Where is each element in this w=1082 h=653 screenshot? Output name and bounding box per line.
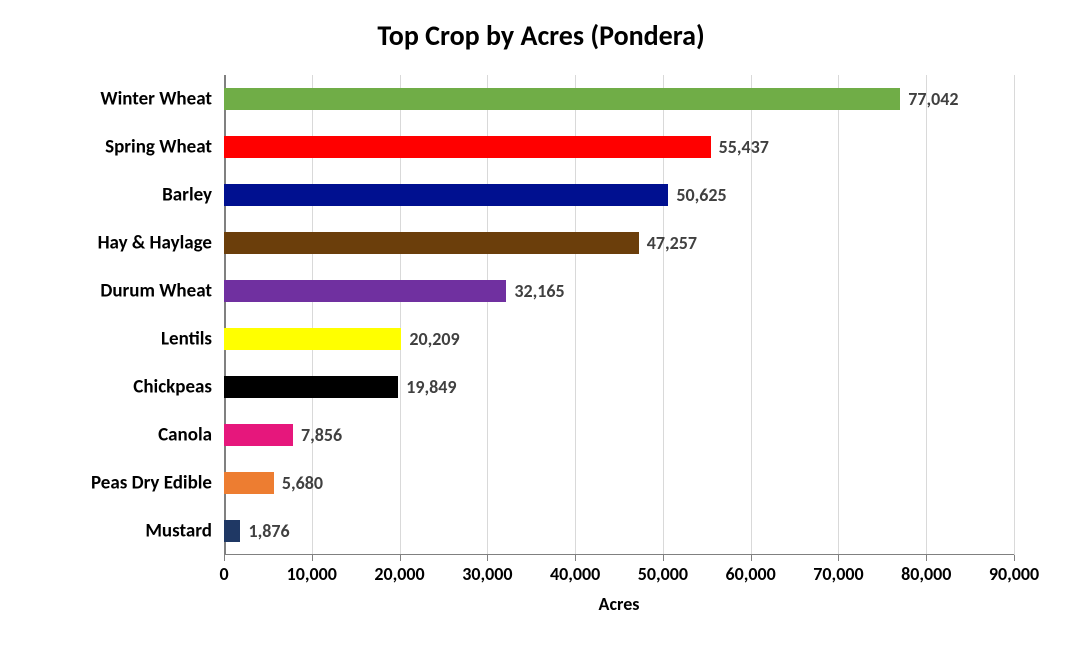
x-tick-label: 90,000 (989, 563, 1039, 585)
value-label: 32,165 (514, 280, 564, 302)
bar: 19,849 (224, 376, 398, 398)
bar-row: Winter Wheat77,042 (224, 75, 1014, 123)
x-tick-mark (400, 555, 401, 561)
bar: 20,209 (224, 328, 401, 350)
x-tick-mark (487, 555, 488, 561)
bar-row: Durum Wheat32,165 (224, 267, 1014, 315)
x-tick-mark (224, 555, 225, 561)
category-label: Hay & Haylage (98, 232, 212, 255)
value-label: 7,856 (301, 424, 342, 446)
category-label: Canola (158, 424, 212, 447)
category-label: Durum Wheat (100, 280, 212, 303)
category-label: Peas Dry Edible (91, 472, 212, 495)
x-tick-mark (751, 555, 752, 561)
category-label: Mustard (145, 520, 212, 543)
bar-row: Barley50,625 (224, 171, 1014, 219)
bar-row: Peas Dry Edible5,680 (224, 459, 1014, 507)
category-label: Winter Wheat (100, 88, 212, 111)
value-label: 47,257 (647, 232, 697, 254)
bar-row: Canola7,856 (224, 411, 1014, 459)
bar-row: Hay & Haylage47,257 (224, 219, 1014, 267)
category-label: Lentils (161, 328, 212, 351)
x-tick-label: 70,000 (813, 563, 863, 585)
x-tick-label: 10,000 (287, 563, 337, 585)
x-tick-mark (575, 555, 576, 561)
x-axis-title: Acres (599, 593, 640, 615)
x-tick-mark (312, 555, 313, 561)
bar: 32,165 (224, 280, 506, 302)
x-tick-label: 80,000 (901, 563, 951, 585)
value-label: 50,625 (676, 184, 726, 206)
category-label: Chickpeas (133, 376, 212, 399)
value-label: 19,849 (406, 376, 456, 398)
value-label: 55,437 (719, 136, 769, 158)
x-tick-mark (663, 555, 664, 561)
chart-container: Top Crop by Acres (Pondera) Acres 010,00… (0, 0, 1082, 653)
value-label: 20,209 (409, 328, 459, 350)
x-tick-mark (926, 555, 927, 561)
bar: 1,876 (224, 520, 240, 542)
bar: 77,042 (224, 88, 900, 110)
value-label: 5,680 (282, 472, 323, 494)
plot-area: Acres 010,00020,00030,00040,00050,00060,… (224, 75, 1014, 555)
bar: 50,625 (224, 184, 668, 206)
x-tick-mark (838, 555, 839, 561)
bar-row: Mustard1,876 (224, 507, 1014, 555)
bar-row: Chickpeas19,849 (224, 363, 1014, 411)
x-tick-label: 0 (219, 563, 228, 585)
x-tick-label: 40,000 (550, 563, 600, 585)
x-tick-label: 50,000 (638, 563, 688, 585)
bar-row: Lentils20,209 (224, 315, 1014, 363)
x-tick-label: 20,000 (374, 563, 424, 585)
x-tick-mark (1014, 555, 1015, 561)
bar: 5,680 (224, 472, 274, 494)
gridline (1014, 75, 1015, 555)
chart-title: Top Crop by Acres (Pondera) (0, 18, 1082, 53)
bar: 7,856 (224, 424, 293, 446)
bar: 55,437 (224, 136, 711, 158)
value-label: 77,042 (908, 88, 958, 110)
bar-row: Spring Wheat55,437 (224, 123, 1014, 171)
category-label: Spring Wheat (105, 136, 212, 159)
category-label: Barley (162, 184, 212, 207)
bar: 47,257 (224, 232, 639, 254)
x-tick-label: 60,000 (726, 563, 776, 585)
value-label: 1,876 (248, 520, 289, 542)
x-tick-label: 30,000 (462, 563, 512, 585)
